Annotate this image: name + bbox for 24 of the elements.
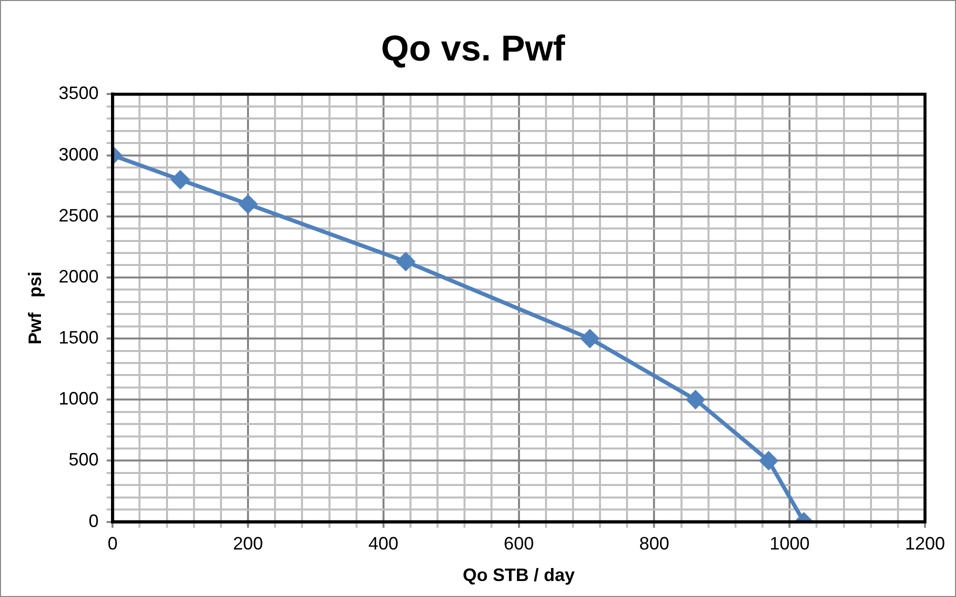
y-tick-label: 3500 xyxy=(58,83,99,104)
point xyxy=(686,390,705,409)
y-tick-label: 2000 xyxy=(58,266,99,286)
y-tick-label: 2500 xyxy=(58,205,99,226)
point xyxy=(580,330,599,348)
x-tick-label: 200 xyxy=(233,534,264,554)
x-axis-title: Qo STB / day xyxy=(462,565,575,586)
y-tick-label: 0 xyxy=(88,510,99,531)
point xyxy=(396,252,415,271)
x-tick-label: 400 xyxy=(368,534,398,554)
x-tick-label: 600 xyxy=(504,534,534,554)
point xyxy=(760,452,778,470)
y-tick-label: 1500 xyxy=(58,328,99,348)
y-tick-label: 500 xyxy=(68,450,99,470)
point xyxy=(171,170,190,189)
x-tick-label: 800 xyxy=(639,534,670,554)
y-tick-label: 1000 xyxy=(58,388,99,409)
x-tick-label: 1200 xyxy=(904,534,946,554)
x-tick-label: 0 xyxy=(108,534,118,554)
point xyxy=(239,195,258,214)
chart-title: Qo vs. Pwf xyxy=(380,28,566,69)
y-tick-label: 3000 xyxy=(58,144,99,164)
y-axis-title: Pwf psi xyxy=(24,271,45,345)
x-tick-label: 1000 xyxy=(770,534,810,554)
